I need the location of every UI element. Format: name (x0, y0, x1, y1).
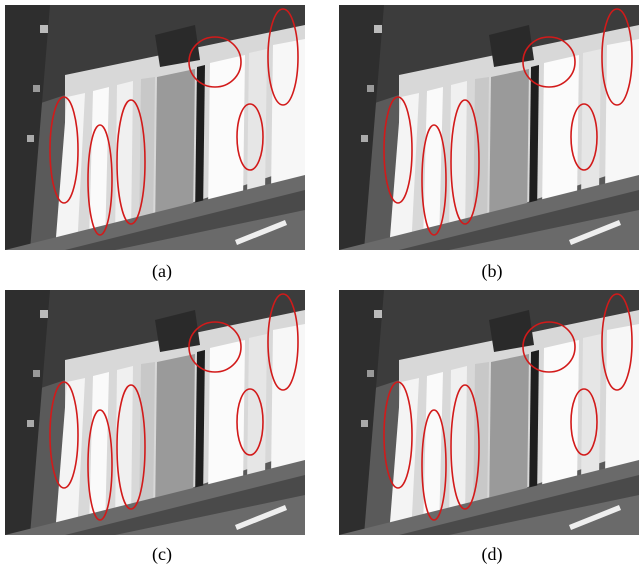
caption: (d) (482, 544, 503, 565)
caption: (a) (152, 261, 172, 282)
image-panel (5, 5, 305, 250)
image-panel (339, 5, 639, 250)
caption: (c) (152, 544, 172, 565)
caption: (b) (482, 261, 503, 282)
figure: (a) (b) (c) (d) (0, 0, 641, 567)
image-panel (5, 290, 305, 535)
image-panel (339, 290, 639, 535)
